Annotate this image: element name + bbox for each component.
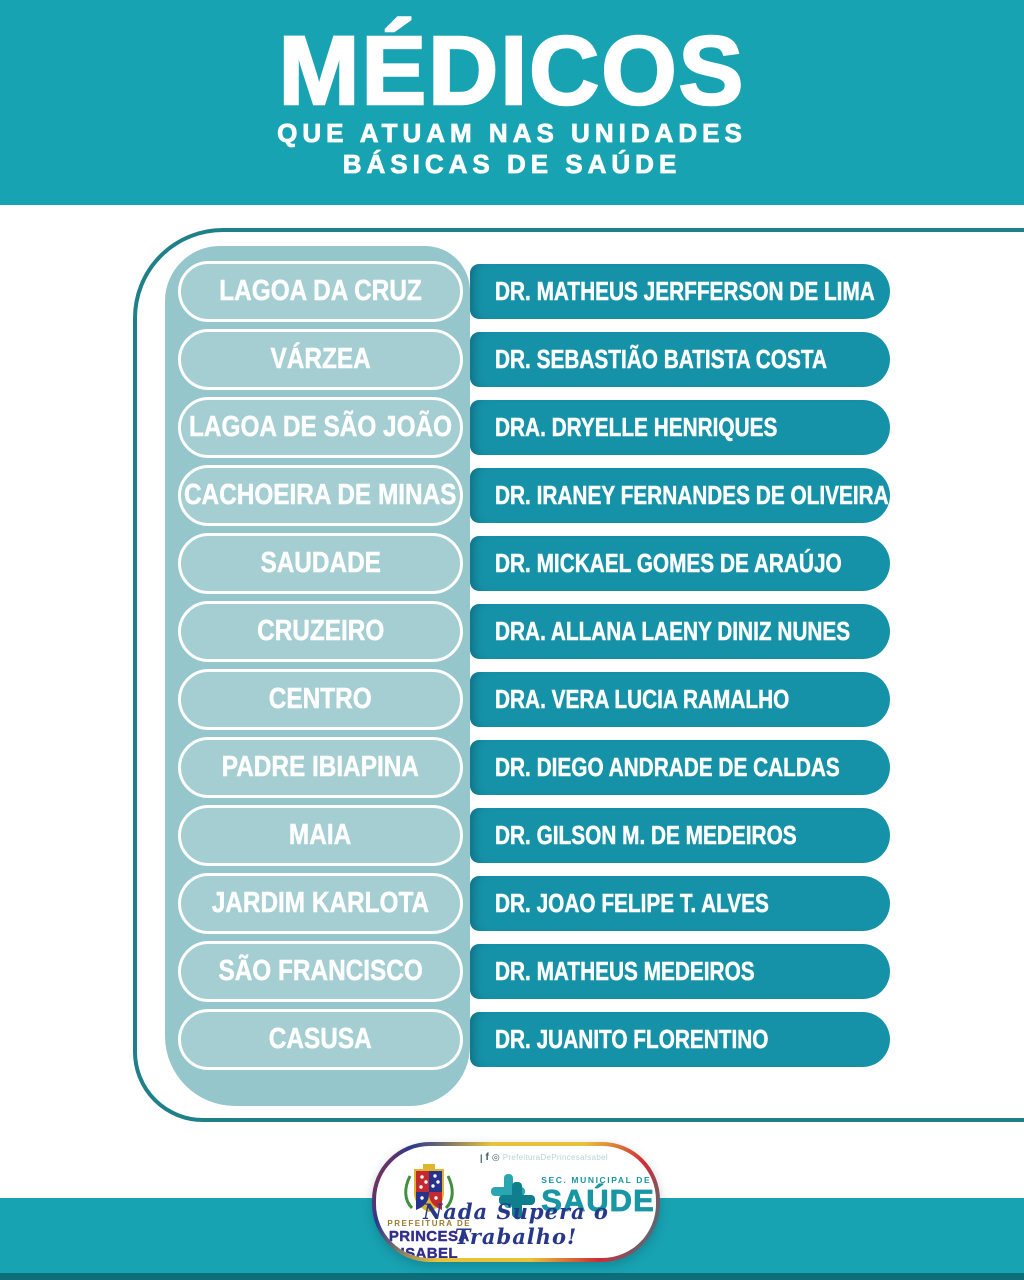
unit-pill: MAIA (178, 805, 463, 866)
unit-name: MAIA (289, 819, 352, 852)
unit-name: LAGOA DA CRUZ (219, 275, 422, 308)
doctors-list: LAGOA DA CRUZ DR. MATHEUS JERFFERSON DE … (178, 258, 890, 1074)
unit-pill: VÁRZEA (178, 329, 463, 390)
doctor-pill: DR. JUANITO FLORENTINO (470, 1012, 890, 1067)
table-row: CACHOEIRA DE MINAS DR. IRANEY FERNANDES … (178, 462, 890, 530)
unit-name: JARDIM KARLOTA (211, 887, 430, 920)
instagram-icon: ◎ (491, 1152, 500, 1162)
unit-pill: SÃO FRANCISCO (178, 941, 463, 1002)
doctor-pill: DRA. DRYELLE HENRIQUES (470, 400, 890, 455)
saude-wordmark: SAÚDE (541, 1183, 655, 1218)
table-row: LAGOA DA CRUZ DR. MATHEUS JERFFERSON DE … (178, 258, 890, 326)
social-handle: PrefeituraDePrincesaIsabel (502, 1153, 608, 1162)
city-hall-block: PREFEITURA DE PRINCESA ISABEL (377, 1162, 481, 1258)
sec-municipal-label: SEC. MUNICIPAL DE (541, 1175, 652, 1185)
unit-pill: CENTRO (178, 669, 463, 730)
unit-name: CENTRO (269, 683, 372, 716)
doctor-pill: DR. GILSON M. DE MEDEIROS (470, 808, 890, 863)
unit-name: SAUDADE (260, 547, 381, 580)
unit-name: SÃO FRANCISCO (218, 955, 423, 988)
city-name: PRINCESA ISABEL (388, 1228, 470, 1258)
page-subtitle-line2: BÁSICAS DE SAÚDE (342, 149, 682, 180)
unit-pill: CASUSA (178, 1009, 463, 1070)
doctor-pill: DR. SEBASTIÃO BATISTA COSTA (470, 332, 890, 387)
unit-pill: CACHOEIRA DE MINAS (178, 465, 463, 526)
unit-pill: CRUZEIRO (178, 601, 463, 662)
footer-band-edge (0, 1273, 1024, 1280)
facebook-icon: f (485, 1152, 489, 1163)
tagline: Nada Supera o Trabalho! (423, 1199, 609, 1249)
doctor-pill: DRA. VERA LUCIA RAMALHO (470, 672, 890, 727)
health-dept-block: SEC. MUNICIPAL DE SAÚDE (491, 1172, 655, 1220)
separator: | (480, 1152, 483, 1163)
table-row: CRUZEIRO DRA. ALLANA LAENY DINIZ NUNES (178, 598, 890, 666)
prefeitura-logo: | f ◎ PrefeituraDePrincesaIsabel (372, 1142, 660, 1262)
unit-name: LAGOA DE SÃO JOÃO (188, 411, 453, 444)
unit-pill: JARDIM KARLOTA (178, 873, 463, 934)
table-row: SÃO FRANCISCO DR. MATHEUS MEDEIROS (178, 938, 890, 1006)
doctor-name: DRA. ALLANA LAENY DINIZ NUNES (495, 616, 851, 647)
unit-pill: LAGOA DA CRUZ (178, 261, 463, 322)
page-subtitle-line1: QUE ATUAM NAS UNIDADES (277, 118, 747, 148)
unit-name: CACHOEIRA DE MINAS (184, 479, 457, 512)
doctor-name: DR. JUANITO FLORENTINO (495, 1024, 769, 1055)
table-row: VÁRZEA DR. SEBASTIÃO BATISTA COSTA (178, 326, 890, 394)
doctor-pill: DR. DIEGO ANDRADE DE CALDAS (470, 740, 890, 795)
health-cross-icon (491, 1174, 537, 1220)
social-media-line: | f ◎ PrefeituraDePrincesaIsabel (480, 1152, 608, 1163)
unit-name: CASUSA (269, 1023, 372, 1056)
doctor-name: DR. MATHEUS MEDEIROS (495, 956, 755, 987)
doctor-name: DR. JOAO FELIPE T. ALVES (495, 888, 769, 919)
logo-content: PREFEITURA DE PRINCESA ISABEL SEC. MUNIC… (376, 1162, 656, 1258)
doctor-name: DR. MATHEUS JERFFERSON DE LIMA (495, 276, 875, 307)
doctor-name: DRA. VERA LUCIA RAMALHO (495, 684, 790, 715)
doctor-pill: DR. IRANEY FERNANDES DE OLIVEIRA (470, 468, 890, 523)
page-title: MÉDICOS (277, 16, 746, 125)
doctor-pill: DR. JOAO FELIPE T. ALVES (470, 876, 890, 931)
unit-name: PADRE IBIAPINA (221, 751, 420, 784)
unit-name: VÁRZEA (270, 343, 371, 376)
doctor-name: DR. MICKAEL GOMES DE ARAÚJO (495, 548, 842, 579)
unit-pill: LAGOA DE SÃO JOÃO (178, 397, 463, 458)
doctor-name: DR. SEBASTIÃO BATISTA COSTA (495, 344, 828, 375)
table-row: LAGOA DE SÃO JOÃO DRA. DRYELLE HENRIQUES (178, 394, 890, 462)
coat-of-arms-icon (404, 1164, 454, 1212)
table-row: CASUSA DR. JUANITO FLORENTINO (178, 1006, 890, 1074)
doctor-name: DR. DIEGO ANDRADE DE CALDAS (495, 752, 840, 783)
doctor-pill: DRA. ALLANA LAENY DINIZ NUNES (470, 604, 890, 659)
table-row: JARDIM KARLOTA DR. JOAO FELIPE T. ALVES (178, 870, 890, 938)
doctor-name: DRA. DRYELLE HENRIQUES (495, 412, 778, 443)
table-row: PADRE IBIAPINA DR. DIEGO ANDRADE DE CALD… (178, 734, 890, 802)
unit-name: CRUZEIRO (256, 615, 385, 648)
table-row: MAIA DR. GILSON M. DE MEDEIROS (178, 802, 890, 870)
header-band: MÉDICOS QUE ATUAM NAS UNIDADES BÁSICAS D… (0, 0, 1024, 205)
doctor-pill: DR. MATHEUS JERFFERSON DE LIMA (470, 264, 890, 319)
table-row: CENTRO DRA. VERA LUCIA RAMALHO (178, 666, 890, 734)
doctor-pill: DR. MICKAEL GOMES DE ARAÚJO (470, 536, 890, 591)
unit-pill: PADRE IBIAPINA (178, 737, 463, 798)
unit-pill: SAUDADE (178, 533, 463, 594)
prefeitura-label: PREFEITURA DE (387, 1219, 472, 1228)
table-row: SAUDADE DR. MICKAEL GOMES DE ARAÚJO (178, 530, 890, 598)
doctor-pill: DR. MATHEUS MEDEIROS (470, 944, 890, 999)
doctor-name: DR. IRANEY FERNANDES DE OLIVEIRA (495, 480, 889, 511)
prefeitura-logo-card: | f ◎ PrefeituraDePrincesaIsabel (376, 1146, 656, 1258)
doctor-name: DR. GILSON M. DE MEDEIROS (495, 820, 797, 851)
